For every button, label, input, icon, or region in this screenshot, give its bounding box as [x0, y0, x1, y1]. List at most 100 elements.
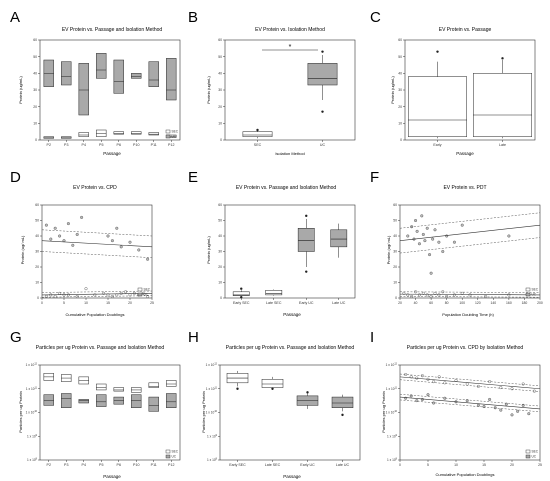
outlier-point: [306, 391, 309, 394]
data-point: [110, 239, 114, 243]
range-bar: [96, 394, 107, 407]
y-tick-label: 60: [218, 38, 222, 42]
box: [232, 291, 250, 296]
chart-title: EV Protein vs. Passage and Isolation Met…: [236, 185, 337, 191]
x-tick-label: 0: [399, 463, 401, 467]
y-tick-label: 20: [218, 265, 222, 269]
data-point: [423, 239, 427, 243]
data-point: [420, 397, 424, 401]
y-tick-label: 30: [393, 250, 397, 254]
x-tick-label: Late SEC: [266, 301, 282, 305]
data-point: [521, 382, 525, 386]
data-point: [437, 293, 441, 297]
y-tick-label: 1 x 108: [207, 458, 218, 463]
data-point: [44, 223, 48, 227]
data-point: [507, 234, 511, 238]
x-tick-label: P4: [82, 463, 86, 467]
x-tick-label: 25: [150, 301, 154, 305]
outlier-point: [236, 387, 239, 390]
x-tick-label: 5: [427, 463, 429, 467]
x-tick-label: 25: [538, 463, 542, 467]
panel-letter: G: [10, 329, 22, 346]
y-tick-label: 1 x 1012: [26, 363, 38, 368]
x-axis-label: Cumulative Population Doublings: [436, 472, 495, 477]
x-tick-label: UC: [320, 143, 326, 147]
y-tick-label: 1 x 1012: [206, 363, 218, 368]
data-point: [460, 223, 464, 227]
box: [331, 396, 354, 408]
x-tick-label: P11: [151, 143, 157, 147]
x-tick-label: 20: [398, 301, 402, 305]
range-bar: [43, 394, 54, 406]
y-tick-label: 50: [218, 219, 222, 223]
confidence-band: [399, 379, 541, 392]
data-point: [124, 290, 128, 294]
y-tick-label: 40: [393, 234, 397, 238]
data-point: [431, 237, 435, 241]
chart-title: EV Protein vs. Isolation Method: [255, 27, 325, 33]
y-tick-label: 0: [37, 296, 39, 300]
x-axis-label: Isolation Method: [275, 151, 304, 156]
y-tick-label: 1 x 1010: [206, 410, 218, 415]
box: [297, 228, 315, 252]
outlier-point: [501, 57, 504, 60]
fit-line: [399, 396, 541, 410]
confidence-band: [399, 237, 541, 254]
x-tick-label: 200: [537, 301, 543, 305]
y-tick-label: 30: [35, 250, 39, 254]
data-point: [425, 226, 429, 230]
panel-letter: D: [10, 169, 21, 186]
plot-frame: [41, 204, 153, 299]
chart-title: EV Protein vs. CPD: [73, 185, 117, 191]
confidence-band: [41, 290, 153, 293]
data-point: [452, 293, 456, 297]
legend-label: SEC: [172, 450, 179, 454]
legend-label: UC: [532, 293, 537, 297]
plot-frame: [399, 364, 541, 461]
y-tick-label: 30: [218, 250, 222, 254]
x-tick-label: 100: [459, 301, 465, 305]
data-point: [428, 253, 432, 257]
y-tick-label: 10: [393, 281, 397, 285]
confidence-band: [399, 212, 541, 229]
x-tick-label: 160: [506, 301, 512, 305]
y-tick-label: 20: [218, 105, 222, 109]
range-bar: [131, 73, 142, 79]
data-point: [75, 294, 79, 298]
panel-d: D EV Protein vs. CPD Protein (ug/ mL) Cu…: [10, 169, 154, 317]
y-tick-label: 60: [398, 38, 402, 42]
data-point: [465, 382, 469, 386]
y-tick-label: 1 x 1011: [386, 386, 398, 391]
x-tick-label: Early UC: [300, 463, 315, 467]
x-tick-label: P3: [64, 143, 68, 147]
box: [242, 131, 273, 137]
fit-line: [41, 240, 153, 248]
range-bar: [113, 59, 124, 94]
x-tick-label: 0: [41, 301, 43, 305]
x-tick-label: 60: [429, 301, 433, 305]
plot-frame: [224, 39, 356, 141]
data-point: [410, 225, 414, 229]
confidence-band: [399, 373, 541, 387]
chart-title: EV Protein vs. Passage and Isolation Met…: [62, 27, 163, 33]
range-bar: [148, 61, 159, 87]
outlier-point: [436, 50, 439, 53]
range-bar: [166, 393, 177, 408]
x-tick-label: 15: [106, 301, 110, 305]
plot-area: 0 10 20 30 40 50 60 Early SEC Late SEC Early UC La…: [218, 203, 356, 305]
x-tick-label: P10: [133, 463, 139, 467]
data-point: [415, 229, 419, 233]
y-tick-label: 60: [33, 38, 37, 42]
confidence-band: [41, 229, 153, 237]
x-tick-label: P12: [168, 463, 174, 467]
data-point: [417, 242, 421, 246]
x-tick-label: 20: [128, 301, 132, 305]
y-axis-label: Particles per ug Protein: [201, 391, 206, 433]
outlier-point: [240, 296, 243, 299]
data-point: [437, 375, 441, 379]
chart-title: EV Protein vs. PDT: [443, 185, 486, 191]
data-point: [429, 271, 433, 275]
confidence-band: [41, 251, 153, 258]
data-point: [49, 237, 53, 241]
